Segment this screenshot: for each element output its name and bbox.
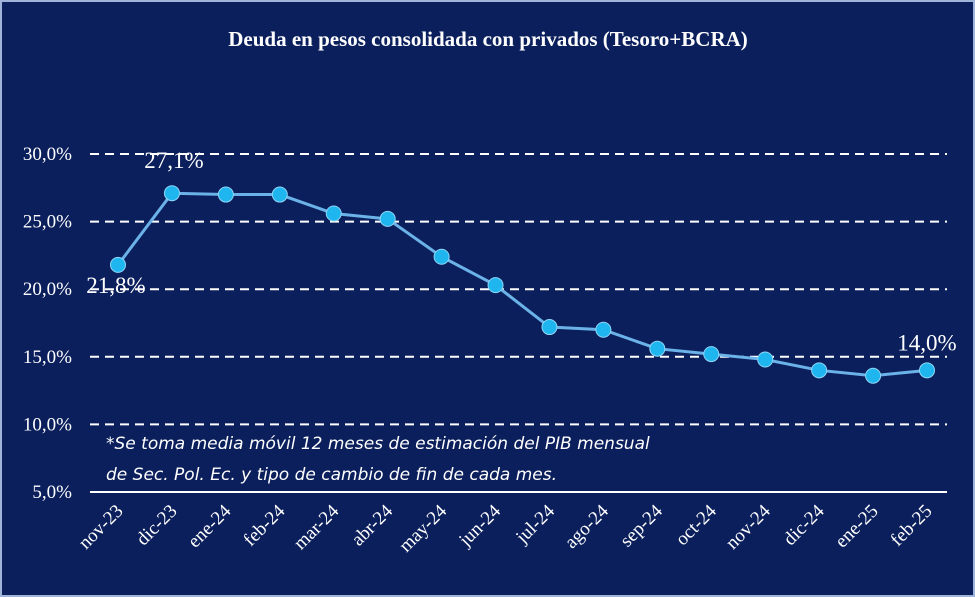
y-tick-label: 25,0% bbox=[23, 212, 72, 233]
x-tick-label: sep-24 bbox=[616, 500, 667, 551]
x-tick-label: jul-24 bbox=[511, 500, 559, 548]
footnote-line-1: *Se toma media móvil 12 meses de estimac… bbox=[106, 434, 650, 454]
y-tick-label: 15,0% bbox=[23, 347, 72, 368]
x-tick-label: oct-24 bbox=[672, 500, 722, 550]
x-tick-label: feb-24 bbox=[239, 500, 289, 550]
data-labels: 21,8% 27,1% 14,0% bbox=[86, 148, 956, 355]
data-label: 14,0% bbox=[897, 330, 956, 355]
data-point bbox=[487, 277, 504, 294]
x-tick-label: may-24 bbox=[395, 500, 451, 556]
series-line bbox=[116, 191, 928, 378]
data-point bbox=[271, 186, 288, 203]
grid-layer bbox=[90, 153, 947, 493]
x-tick-label: ene-25 bbox=[831, 501, 882, 552]
data-point bbox=[379, 210, 396, 227]
x-tick-label: nov-24 bbox=[722, 500, 775, 553]
x-tick-label: dic-23 bbox=[132, 501, 181, 550]
y-tick-label: 5,0% bbox=[32, 482, 72, 503]
data-label: 21,8% bbox=[86, 273, 145, 298]
data-point bbox=[433, 248, 450, 265]
y-axis-ticks: 5,0% 10,0% 15,0% 20,0% 25,0% 30,0% bbox=[23, 144, 72, 503]
data-point bbox=[649, 340, 666, 357]
x-tick-label: mar-24 bbox=[290, 500, 344, 554]
x-tick-label: feb-25 bbox=[887, 501, 937, 551]
data-point bbox=[325, 205, 342, 222]
x-tick-label: dic-24 bbox=[779, 500, 829, 550]
x-tick-label: abr-24 bbox=[348, 500, 398, 550]
data-point bbox=[919, 362, 935, 379]
data-point bbox=[757, 351, 774, 368]
data-point bbox=[541, 319, 558, 336]
data-point bbox=[595, 321, 612, 338]
footnote-line-2: de Sec. Pol. Ec. y tipo de cambio de fin… bbox=[106, 465, 557, 485]
y-tick-label: 30,0% bbox=[23, 144, 72, 165]
x-tick-label: ago-24 bbox=[561, 500, 614, 553]
y-tick-label: 10,0% bbox=[23, 414, 72, 435]
series-layer bbox=[110, 185, 935, 384]
x-tick-label: nov-23 bbox=[75, 501, 128, 554]
data-point bbox=[163, 185, 180, 202]
data-point bbox=[811, 362, 828, 379]
chart-title: Deuda en pesos consolidada con privados … bbox=[228, 27, 748, 51]
data-point bbox=[217, 186, 234, 203]
data-point bbox=[865, 367, 882, 384]
data-point bbox=[703, 346, 720, 363]
x-tick-label: ene-24 bbox=[184, 500, 236, 552]
data-point bbox=[110, 256, 126, 273]
y-tick-label: 20,0% bbox=[23, 279, 72, 300]
data-label: 27,1% bbox=[144, 148, 203, 173]
x-tick-label: jun-24 bbox=[454, 500, 505, 551]
x-axis-ticks: nov-23 dic-23 ene-24 feb-24 mar-24 abr-24may-… bbox=[75, 500, 937, 556]
